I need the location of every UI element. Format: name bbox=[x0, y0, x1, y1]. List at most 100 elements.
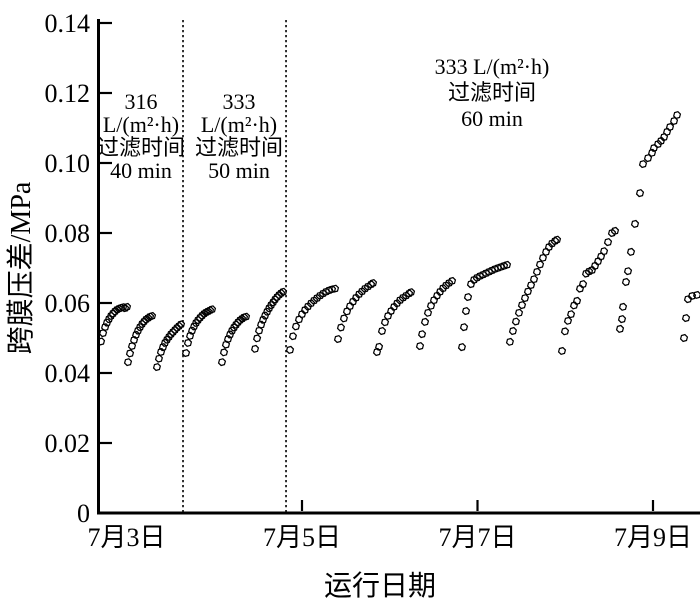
data-point-marker bbox=[679, 333, 689, 343]
data-point-marker bbox=[635, 189, 645, 198]
data-point-marker bbox=[330, 284, 340, 293]
data-point-marker bbox=[251, 344, 260, 353]
data-point-marker bbox=[406, 288, 416, 297]
data-point-marker bbox=[265, 304, 274, 313]
data-point-marker bbox=[688, 291, 697, 301]
cycle-01 bbox=[97, 302, 132, 346]
annotation-line: 50 min bbox=[208, 158, 270, 183]
data-point-marker bbox=[466, 280, 476, 289]
x-tick-label: 7月9日 bbox=[614, 523, 692, 552]
data-point-marker bbox=[375, 342, 384, 351]
data-point-marker bbox=[297, 310, 307, 319]
data-point-marker bbox=[438, 284, 448, 293]
x-tick-label: 7月3日 bbox=[87, 523, 165, 552]
data-point-marker bbox=[511, 317, 520, 326]
data-point-marker bbox=[469, 275, 479, 284]
data-point-marker bbox=[420, 317, 430, 326]
data-point-marker bbox=[291, 322, 300, 331]
y-tick-label: 0.06 bbox=[45, 289, 91, 318]
y-tick-label: 0 bbox=[77, 499, 90, 528]
data-point-marker bbox=[174, 322, 184, 331]
cycle-11 bbox=[457, 260, 512, 352]
data-point-marker bbox=[552, 235, 562, 244]
data-point-marker bbox=[348, 297, 358, 306]
data-point-marker bbox=[257, 320, 266, 329]
data-point-marker bbox=[263, 307, 272, 316]
cycle-10 bbox=[415, 276, 457, 351]
annotation-line: 40 min bbox=[110, 158, 172, 183]
data-point-marker bbox=[663, 127, 672, 136]
data-point-marker bbox=[623, 267, 633, 276]
data-point-marker bbox=[154, 354, 163, 363]
data-point-marker bbox=[380, 318, 390, 327]
data-point-marker bbox=[441, 281, 451, 290]
data-point-marker bbox=[259, 315, 268, 324]
data-point-marker bbox=[123, 358, 133, 367]
data-point-marker bbox=[463, 293, 473, 302]
data-point-marker bbox=[681, 314, 691, 323]
annotation-line: 过滤时间 bbox=[448, 80, 536, 105]
data-point-marker bbox=[415, 342, 425, 351]
data-point-marker bbox=[387, 307, 396, 316]
data-point-marker bbox=[132, 330, 141, 339]
data-point-marker bbox=[241, 312, 251, 321]
y-ticks bbox=[100, 21, 112, 445]
data-point-marker bbox=[309, 296, 319, 305]
data-point-marker bbox=[393, 299, 402, 308]
data-point-marker bbox=[267, 301, 276, 310]
data-point-marker bbox=[367, 280, 376, 289]
data-point-marker bbox=[514, 308, 524, 317]
data-point-marker bbox=[186, 331, 195, 340]
data-point-marker bbox=[300, 305, 310, 315]
data-point-marker bbox=[130, 336, 139, 345]
data-point-marker bbox=[607, 228, 617, 238]
data-point-marker bbox=[221, 340, 231, 349]
data-point-marker bbox=[578, 280, 588, 289]
data-point-marker bbox=[217, 358, 227, 367]
data-point-marker bbox=[333, 335, 343, 344]
annotation-line: 过滤时间 bbox=[97, 135, 185, 160]
data-point-marker bbox=[336, 323, 345, 332]
data-point-marker bbox=[152, 363, 161, 372]
annotation-line: 60 min bbox=[461, 106, 523, 131]
data-point-marker bbox=[402, 291, 411, 300]
y-tick-label: 0.08 bbox=[45, 219, 91, 248]
data-point-marker bbox=[395, 296, 405, 305]
data-point-marker bbox=[156, 347, 166, 357]
data-point-marker bbox=[181, 349, 191, 358]
annotation-line: 333 bbox=[222, 89, 255, 114]
data-point-marker bbox=[572, 296, 582, 305]
data-point-marker bbox=[532, 267, 542, 276]
y-tick-label: 0.10 bbox=[45, 149, 91, 178]
data-point-marker bbox=[339, 314, 348, 323]
data-point-marker bbox=[135, 323, 145, 332]
cycle-12 bbox=[505, 235, 562, 346]
cycle-08 bbox=[333, 279, 378, 344]
data-point-marker bbox=[665, 122, 675, 131]
data-point-marker bbox=[125, 349, 135, 358]
data-point-marker bbox=[615, 324, 625, 333]
data-point-marker bbox=[133, 326, 143, 335]
data-point-marker bbox=[390, 302, 399, 311]
data-point-marker bbox=[535, 260, 545, 269]
data-point-marker bbox=[219, 348, 229, 357]
data-point-marker bbox=[368, 279, 378, 288]
data-point-marker bbox=[638, 160, 648, 169]
cycle-13 bbox=[557, 226, 620, 355]
data-point-marker bbox=[285, 345, 295, 354]
data-point-marker bbox=[520, 294, 530, 303]
data-point-marker bbox=[97, 337, 106, 346]
y-tick-labels: 0 0.02 0.04 0.06 0.08 0.10 0.12 0.14 bbox=[45, 9, 91, 528]
data-point-marker bbox=[223, 335, 233, 344]
y-tick-label: 0.02 bbox=[45, 429, 91, 458]
data-point-marker bbox=[587, 266, 597, 275]
data-point-marker bbox=[190, 322, 199, 331]
cycle-07 bbox=[285, 284, 340, 354]
data-point-marker bbox=[345, 302, 355, 311]
